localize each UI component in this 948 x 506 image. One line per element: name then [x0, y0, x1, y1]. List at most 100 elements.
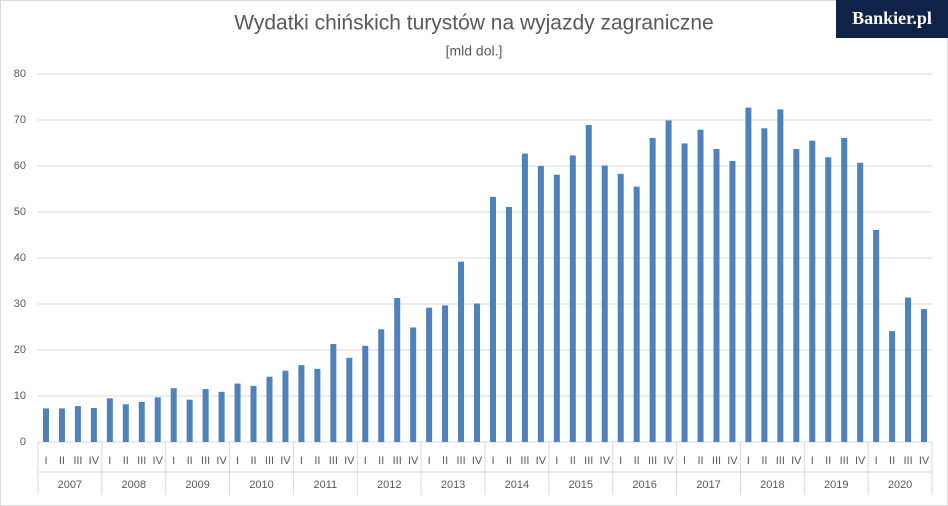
x-tick-label: IV [344, 455, 355, 467]
bar [505, 206, 512, 442]
bar [378, 329, 385, 442]
bar [601, 165, 608, 443]
bar [282, 370, 289, 442]
bar [186, 399, 193, 442]
bar [553, 174, 560, 443]
group-label: 2015 [569, 479, 593, 491]
x-tick-label: II [187, 455, 193, 467]
bar [442, 305, 449, 442]
bar [873, 229, 880, 442]
x-tick-label: II [442, 455, 448, 467]
x-tick-label: III [456, 455, 465, 467]
bar [474, 303, 481, 442]
bar [809, 140, 816, 442]
x-tick-label: IV [472, 455, 483, 467]
x-tick-label: IV [663, 455, 674, 467]
x-tick-label: II [378, 455, 384, 467]
bar [537, 166, 544, 442]
x-tick-label: II [825, 455, 831, 467]
x-tick-label: IV [855, 455, 866, 467]
y-tick-label: 80 [14, 68, 26, 80]
bar [889, 331, 896, 442]
bar [489, 196, 496, 442]
x-tick-label: IV [791, 455, 802, 467]
bar [841, 137, 848, 442]
x-tick-label: III [648, 455, 657, 467]
x-tick-label: I [108, 455, 111, 467]
x-tick-label: II [634, 455, 640, 467]
y-tick-label: 60 [14, 160, 26, 172]
x-tick-label: III [265, 455, 274, 467]
group-label: 2008 [122, 479, 146, 491]
bar [458, 261, 465, 442]
bar [122, 404, 129, 442]
chart-subtitle: [mld dol.] [446, 43, 503, 59]
group-label: 2011 [314, 479, 338, 491]
bar [633, 186, 640, 442]
x-tick-label: III [903, 455, 912, 467]
x-tick-label: III [776, 455, 785, 467]
group-label: 2019 [824, 479, 848, 491]
bar [761, 128, 768, 442]
logo: Bankier.pl [852, 8, 932, 28]
bar [170, 388, 177, 442]
bar [90, 407, 97, 442]
bar [569, 155, 576, 443]
x-tick-label: IV [919, 455, 930, 467]
bar [745, 107, 752, 442]
bar [218, 391, 225, 442]
bar [777, 109, 784, 443]
x-tick-label: II [761, 455, 767, 467]
group-label: 2014 [505, 479, 529, 491]
x-tick-label: I [555, 455, 558, 467]
bar [681, 143, 688, 442]
x-tick-label: III [137, 455, 146, 467]
y-tick-label: 40 [14, 252, 26, 264]
bar [154, 397, 161, 442]
x-tick-label: IV [727, 455, 738, 467]
x-tick-label: I [172, 455, 175, 467]
bar [346, 357, 353, 442]
bar [202, 389, 209, 442]
bar [713, 148, 720, 443]
bar [617, 173, 624, 442]
chart-title: Wydatki chińskich turystów na wyjazdy za… [234, 12, 714, 35]
logo-box [836, 0, 948, 38]
bar [585, 125, 592, 442]
x-tick-label: IV [600, 455, 611, 467]
x-tick-label: I [491, 455, 494, 467]
y-tick-label: 10 [14, 390, 26, 402]
group-label: 2009 [185, 479, 209, 491]
x-tick-label: II [123, 455, 129, 467]
x-tick-label: IV [216, 455, 227, 467]
x-tick-label: III [840, 455, 849, 467]
y-tick-label: 30 [14, 298, 26, 310]
group-label: 2017 [696, 479, 720, 491]
x-tick-label: I [875, 455, 878, 467]
x-tick-label: I [300, 455, 303, 467]
x-tick-label: I [236, 455, 239, 467]
group-label: 2016 [632, 479, 656, 491]
x-tick-label: IV [408, 455, 419, 467]
group-label: 2012 [377, 479, 401, 491]
bar [362, 345, 369, 442]
bar [234, 383, 241, 442]
bar [426, 307, 433, 442]
x-tick-label: II [59, 455, 65, 467]
x-tick-label: III [329, 455, 338, 467]
bar [250, 385, 257, 442]
x-tick-label: III [73, 455, 82, 467]
x-tick-label: II [314, 455, 320, 467]
bar [42, 408, 49, 442]
x-tick-label: I [428, 455, 431, 467]
x-tick-label: I [619, 455, 622, 467]
bar [905, 297, 912, 442]
x-tick-label: III [584, 455, 593, 467]
bar [793, 148, 800, 443]
bar [74, 406, 81, 442]
group-label: 2010 [249, 479, 273, 491]
x-tick-label: I [747, 455, 750, 467]
y-tick-label: 20 [14, 344, 26, 356]
bar [729, 160, 736, 442]
